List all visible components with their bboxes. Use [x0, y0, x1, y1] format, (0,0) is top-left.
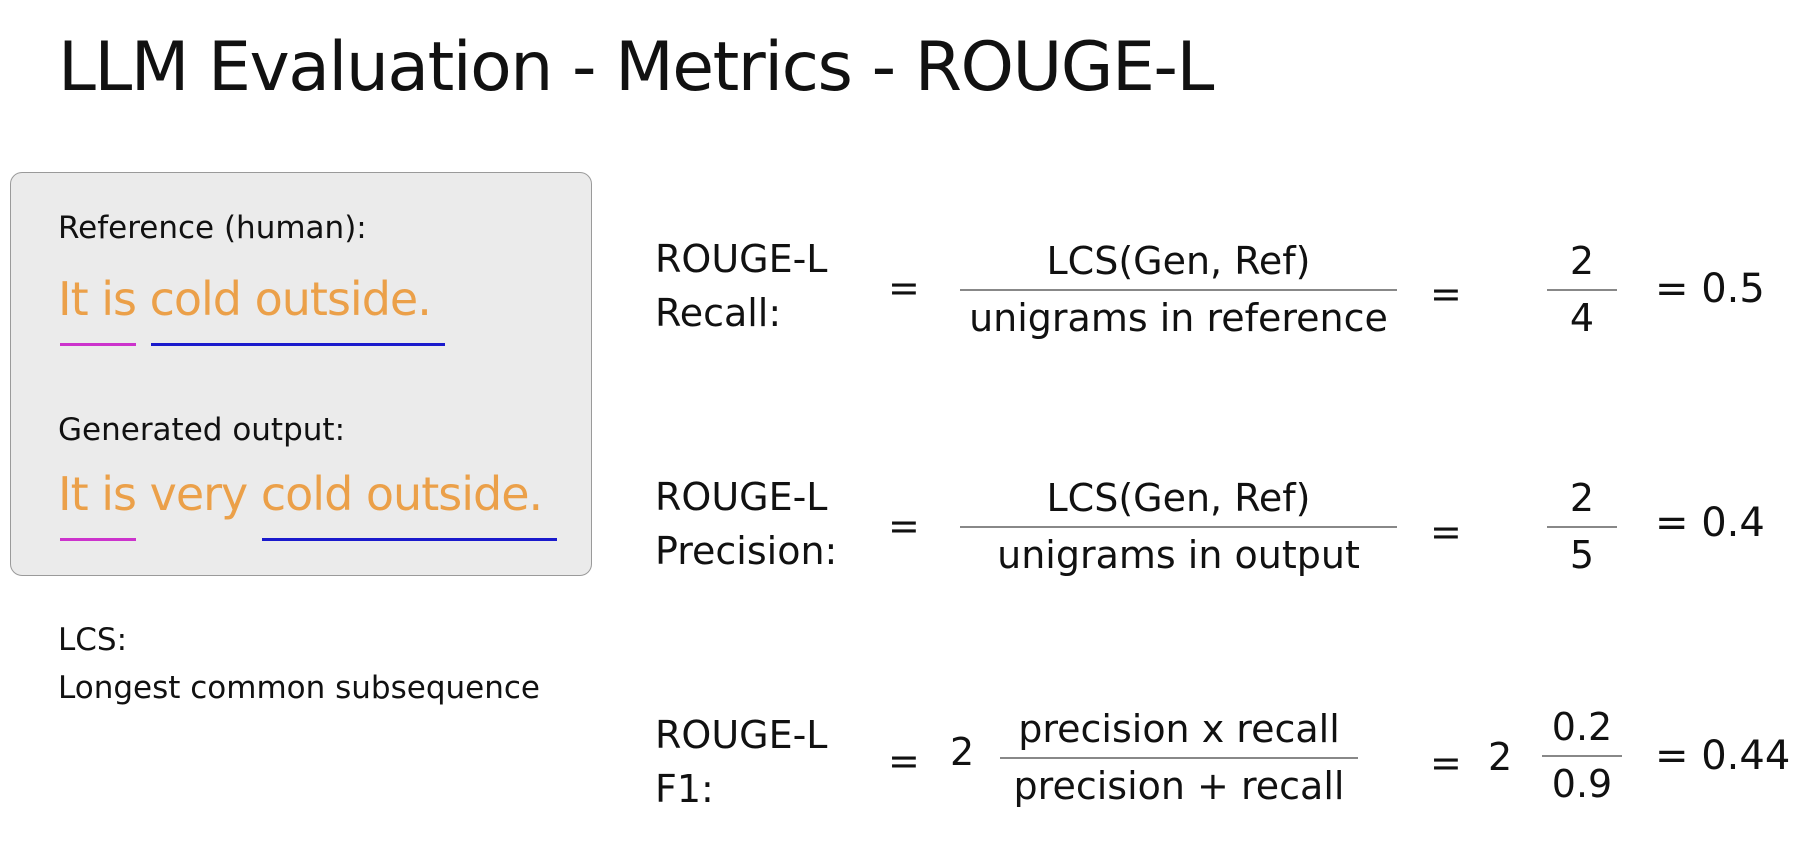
recall-metric-name: ROUGE-L Recall:: [655, 232, 827, 340]
page-title: LLM Evaluation - Metrics - ROUGE-L: [58, 28, 1214, 107]
f1-name-line2: F1:: [655, 767, 714, 811]
recall-equals-2: =: [1430, 272, 1462, 316]
f1-numerator: precision x recall: [1018, 707, 1340, 751]
precision-fraction-bar: [960, 526, 1397, 528]
recall-name-line2: Recall:: [655, 291, 782, 335]
f1-metric-name: ROUGE-L F1:: [655, 708, 827, 816]
f1-name-line1: ROUGE-L: [655, 713, 828, 757]
recall-value-denominator: 4: [1569, 296, 1595, 340]
example-box: [10, 172, 592, 576]
recall-numerator: LCS(Gen, Ref): [1046, 239, 1311, 283]
recall-denominator: unigrams in reference: [969, 296, 1388, 340]
reference-underline-it-is: [60, 343, 136, 346]
f1-equals-2: =: [1430, 741, 1462, 785]
precision-result: = 0.4: [1655, 500, 1765, 546]
f1-coefficient-1: 2: [950, 730, 975, 774]
generated-label: Generated output:: [58, 412, 346, 448]
recall-value-bar: [1547, 289, 1617, 291]
precision-metric-name: ROUGE-L Precision:: [655, 470, 837, 578]
generated-sentence: It is very cold outside.: [58, 467, 543, 521]
recall-value-fraction: 2 4: [1547, 237, 1617, 342]
precision-value-bar: [1547, 526, 1617, 528]
recall-equals-1: =: [888, 266, 920, 310]
f1-value-fraction: 0.2 0.9: [1542, 703, 1622, 808]
precision-numerator: LCS(Gen, Ref): [1046, 476, 1311, 520]
precision-value-fraction: 2 5: [1547, 474, 1617, 579]
f1-denominator: precision + recall: [1013, 764, 1345, 808]
reference-sentence: It is cold outside.: [58, 272, 432, 326]
recall-value-numerator: 2: [1569, 239, 1595, 283]
precision-fraction: LCS(Gen, Ref) unigrams in output: [960, 474, 1397, 579]
lcs-term: LCS:: [58, 622, 128, 658]
f1-coefficient-2: 2: [1488, 735, 1513, 779]
f1-result: = 0.44: [1655, 733, 1791, 779]
f1-value-bar: [1542, 755, 1622, 757]
precision-equals-1: =: [888, 504, 920, 548]
precision-name-line1: ROUGE-L: [655, 475, 828, 519]
recall-fraction: LCS(Gen, Ref) unigrams in reference: [960, 237, 1397, 342]
recall-result: = 0.5: [1655, 266, 1765, 312]
f1-fraction-bar: [1000, 757, 1358, 759]
precision-value-denominator: 5: [1569, 533, 1595, 577]
recall-name-line1: ROUGE-L: [655, 237, 828, 281]
precision-equals-2: =: [1430, 510, 1462, 554]
f1-equals-1: =: [888, 739, 920, 783]
f1-fraction: precision x recall precision + recall: [1000, 705, 1358, 810]
precision-denominator: unigrams in output: [997, 533, 1360, 577]
generated-underline-it-is: [60, 538, 136, 541]
f1-value-denominator: 0.9: [1551, 762, 1613, 806]
lcs-definition: Longest common subsequence: [58, 670, 540, 706]
precision-name-line2: Precision:: [655, 529, 838, 573]
recall-fraction-bar: [960, 289, 1397, 291]
f1-value-numerator: 0.2: [1551, 705, 1613, 749]
precision-value-numerator: 2: [1569, 476, 1595, 520]
reference-underline-cold-outside: [151, 343, 445, 346]
generated-underline-cold-outside: [262, 538, 557, 541]
reference-label: Reference (human):: [58, 210, 367, 246]
